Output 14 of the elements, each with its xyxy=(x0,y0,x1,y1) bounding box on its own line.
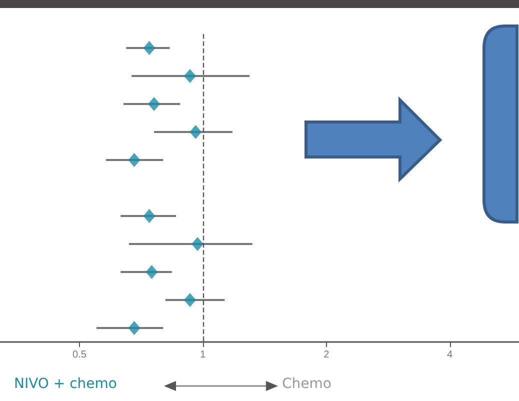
point xyxy=(143,209,156,223)
x-tick-label: 4 xyxy=(447,350,454,360)
point xyxy=(191,237,204,251)
text: NIVO + chemo xyxy=(14,376,117,392)
point xyxy=(148,97,160,111)
point xyxy=(184,293,196,307)
text: Chemo xyxy=(282,376,332,392)
x-tick-label: 2 xyxy=(324,350,330,360)
point xyxy=(184,69,196,83)
point xyxy=(190,125,202,139)
point xyxy=(146,265,158,279)
x-tick-label: 1 xyxy=(200,350,206,360)
x-tick-label: 0.5 xyxy=(72,350,87,360)
point xyxy=(143,41,156,55)
